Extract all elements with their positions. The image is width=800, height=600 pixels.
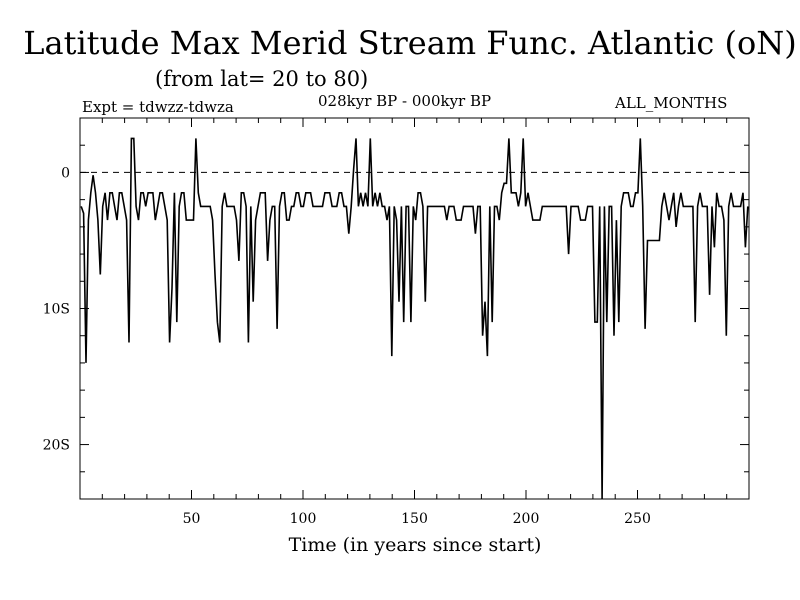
x-axis-label: Time (in years since start): [288, 534, 542, 556]
chart-subtitle: (from lat= 20 to 80): [155, 67, 369, 91]
x-tick-label: 200: [513, 511, 540, 527]
axis-ticks: [80, 118, 749, 499]
months-label: ALL_MONTHS: [615, 94, 728, 112]
period-label: 028kyr BP - 000kyr BP: [318, 92, 492, 110]
y-tick-label: 10S: [43, 302, 70, 318]
series-line: [80, 137, 749, 500]
experiment-label: Expt = tdwzz-tdwza: [82, 98, 234, 116]
x-tick-label: 100: [290, 511, 317, 527]
y-tick-label: 0: [61, 165, 70, 181]
x-tick-label: 150: [401, 511, 428, 527]
x-tick-label: 250: [624, 511, 651, 527]
x-tick-label: 50: [183, 511, 201, 527]
chart-title: Latitude Max Merid Stream Func. Atlantic…: [23, 24, 797, 62]
y-tick-label: 20S: [43, 438, 70, 454]
tick-labels: 50 100 150 200 250 0 10S 20S: [43, 165, 651, 527]
plot-frame: [79, 117, 750, 500]
